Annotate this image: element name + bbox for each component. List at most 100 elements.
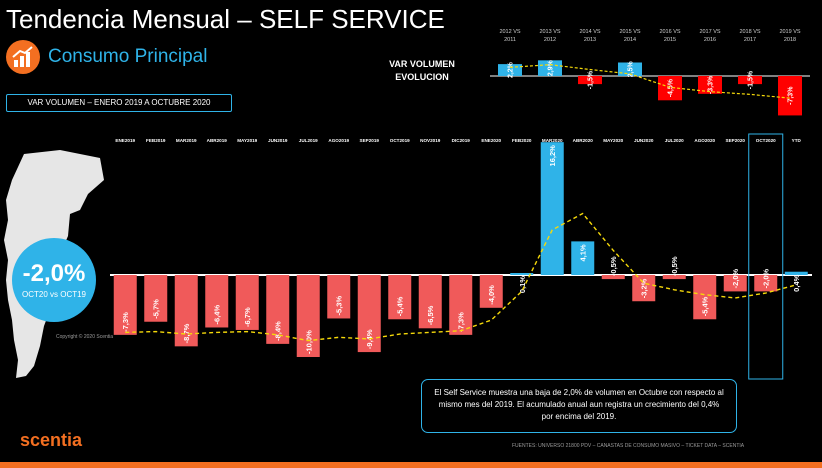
bar (144, 275, 168, 322)
mini-x-tick-label-year: 2013 (584, 37, 596, 43)
x-tick-label: OCT2020 (756, 138, 776, 143)
data-label: -8,7% (182, 323, 191, 343)
subtitle-group: Consumo Principal (6, 40, 207, 74)
x-tick-label: JUL2020 (665, 138, 684, 143)
bar (174, 275, 198, 347)
data-label: -5,4% (396, 296, 405, 316)
mini-x-tick-label: 2016 VS (659, 29, 680, 35)
mini-x-tick-label-year: 2011 (504, 37, 516, 43)
bar (418, 275, 442, 329)
growth-chart-icon (6, 40, 40, 74)
bar (571, 241, 595, 275)
bar (327, 275, 351, 319)
bar (296, 275, 320, 357)
x-tick-label: JUN2019 (268, 138, 288, 143)
bar (662, 275, 686, 280)
data-label: -0,5% (609, 256, 618, 276)
data-label: -6,4% (213, 305, 222, 325)
data-label: -7,3% (121, 312, 130, 332)
x-tick-label: JUN2020 (634, 138, 654, 143)
mini-data-label: -4,5% (668, 78, 675, 97)
bar (784, 271, 808, 275)
data-label: -5,7% (152, 299, 161, 319)
bar (510, 273, 534, 275)
bar (723, 275, 747, 292)
annual-variation-chart: 2012 VS 2011 2,2% 2013 VS 2012 2,9% 2014 VS 201… (490, 29, 810, 116)
bar (632, 275, 656, 302)
mini-x-tick-label-year: 2016 (704, 37, 716, 43)
x-tick-label: MAR2019 (176, 138, 197, 143)
mini-x-tick-label-year: 2017 (744, 37, 756, 43)
mini-data-label: 2,9% (548, 59, 555, 76)
bar (388, 275, 412, 320)
mini-x-tick-label: 2012 VS (499, 29, 520, 35)
mini-bar (578, 76, 602, 85)
x-tick-label: SEP2020 (726, 138, 746, 143)
data-label: 16,2% (548, 145, 557, 167)
x-tick-label: JUL2019 (299, 138, 318, 143)
x-tick-label: NOV2019 (420, 138, 441, 143)
monthly-variation-chart: ENE2019 -7,3% FEB2019 -5,7% MAR2019 -8,7% ABR2… (110, 133, 812, 380)
bar (266, 275, 290, 344)
mini-bar (498, 64, 522, 76)
mini-x-tick-label: 2013 VS (539, 29, 560, 35)
x-tick-label: AGO2020 (694, 138, 715, 143)
bar (113, 275, 137, 335)
data-label: 4,1% (579, 244, 588, 261)
data-label: -8,4% (274, 321, 283, 341)
trend-line (125, 212, 797, 342)
bar (479, 275, 503, 308)
data-label: 0,4% (792, 274, 801, 291)
kpi-badge: -2,0% OCT20 vs OCT19 (12, 238, 96, 322)
mini-bar (618, 62, 642, 76)
brand-logo: scentia (20, 430, 83, 450)
mini-x-tick-label-year: 2014 (624, 37, 636, 43)
period-label: VAR VOLUMEN – ENERO 2019 A OCTUBRE 2020 (6, 94, 232, 112)
data-label: -5,3% (335, 296, 344, 316)
highlight-frame (748, 133, 784, 380)
mini-chart-title-line-2: EVOLUCION (395, 72, 449, 82)
data-label: -3,2% (640, 278, 649, 298)
x-tick-label: MAY2020 (603, 138, 623, 143)
bar (540, 142, 564, 275)
mini-x-tick-label-year: 2018 (784, 37, 796, 43)
bar (205, 275, 229, 328)
x-tick-label: SEP2019 (360, 138, 380, 143)
x-tick-label: ENE2019 (115, 138, 135, 143)
mini-data-label: -1,5% (588, 70, 595, 89)
mini-x-tick-label: 2019 VS (779, 29, 800, 35)
data-label: -7,3% (457, 312, 466, 332)
x-tick-label: MAR2020 (542, 138, 563, 143)
mini-bar (738, 76, 762, 85)
mini-bar (538, 60, 562, 76)
x-tick-label: DIC2019 (452, 138, 471, 143)
bar (693, 275, 717, 320)
data-label: -6,5% (426, 305, 435, 325)
x-tick-label: ENE2020 (481, 138, 501, 143)
bottom-accent-bar (0, 462, 822, 468)
mini-trend-line (509, 64, 791, 99)
bar (235, 275, 259, 330)
mini-x-tick-label: 2017 VS (699, 29, 720, 35)
copyright-text: Copyright © 2020 Scentia (56, 334, 114, 340)
data-label: -2,0% (762, 268, 771, 288)
x-tick-label: YTD (792, 138, 802, 143)
data-label: -10,0% (304, 330, 313, 354)
x-tick-label: FEB2019 (146, 138, 166, 143)
kpi-label: OCT20 vs OCT19 (21, 290, 86, 299)
mini-bar (778, 76, 802, 116)
mini-data-label: 2,2% (508, 61, 515, 78)
mini-x-tick-label: 2014 VS (579, 29, 600, 35)
data-label: -4,0% (487, 285, 496, 305)
mini-data-label: 2,5% (628, 61, 635, 78)
note-box: El Self Service muestra una baja de 2,0%… (421, 379, 737, 433)
x-tick-label: MAY2019 (237, 138, 257, 143)
bar (357, 275, 381, 353)
bar (754, 275, 778, 292)
mini-data-label: -1,5% (748, 70, 755, 89)
mini-x-tick-label: 2018 VS (739, 29, 760, 35)
mini-bar (698, 76, 722, 94)
data-label: -0,5% (670, 256, 679, 276)
mini-chart-title: VAR VOLUMEN EVOLUCION (374, 58, 470, 84)
kpi-value: -2,0% (22, 260, 86, 287)
